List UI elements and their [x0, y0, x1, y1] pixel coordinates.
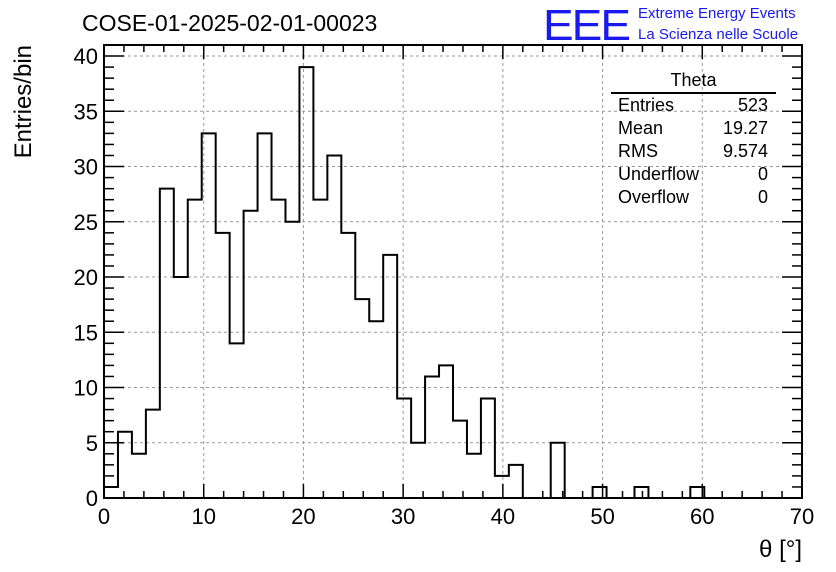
histogram-bin [551, 443, 565, 498]
stats-row-rms: RMS 9.574 [611, 140, 776, 163]
eee-logo-text: Extreme Energy Events La Scienza nelle S… [638, 3, 798, 45]
stats-row-mean: Mean 19.27 [611, 117, 776, 140]
stats-title: Theta [611, 70, 776, 94]
y-axis-label: Entries/bin [10, 45, 37, 158]
histogram-bin [118, 432, 132, 498]
plot-frame [103, 44, 803, 499]
stats-label: Overflow [618, 187, 690, 207]
histogram-bin [230, 343, 244, 498]
histogram-bin [634, 487, 648, 498]
histogram-bin [355, 299, 369, 498]
histogram-bin [467, 454, 481, 498]
stats-row-entries: Entries 523 [611, 94, 776, 117]
histogram-bin [341, 233, 355, 498]
chart-title: COSE-01-2025-02-01-00023 [82, 10, 378, 36]
x-tick-label: 70 [790, 504, 814, 529]
eee-logo-mark: EEE [543, 0, 631, 50]
stats-value: 523 [737, 95, 768, 115]
y-tick-label: 40 [74, 44, 98, 69]
histogram-bin [593, 487, 607, 498]
histogram-bin [439, 365, 453, 498]
histogram-bin [202, 133, 216, 498]
stats-label: Mean [618, 118, 664, 138]
stats-label: RMS [618, 141, 658, 161]
stats-box: Theta Entries 523 Mean 19.27 RMS 9.574 U… [611, 70, 776, 209]
histogram-bin [369, 321, 383, 498]
stats-value: 9.574 [722, 141, 768, 161]
y-tick-label: 5 [86, 431, 98, 456]
x-tick-label: 20 [291, 504, 315, 529]
x-tick-label: 30 [391, 504, 415, 529]
stats-label: Entries [618, 95, 675, 115]
histogram-bin [146, 410, 160, 498]
histogram-bin [272, 200, 286, 498]
histogram-bin [411, 443, 425, 498]
y-tick-label: 30 [74, 155, 98, 180]
stats-label: Underflow [618, 164, 700, 184]
stats-row-overflow: Overflow 0 [611, 186, 776, 209]
x-tick-label: 0 [98, 504, 110, 529]
histogram-bin [216, 233, 230, 498]
histogram-bin [481, 399, 495, 498]
histogram-bin [174, 277, 188, 498]
histogram-bin [104, 487, 118, 498]
histogram-bin [313, 200, 327, 498]
histogram-bin [285, 222, 299, 498]
histogram-bin [258, 133, 272, 498]
histogram-bin [383, 255, 397, 498]
x-axis-label: θ [°] [759, 536, 802, 563]
y-tick-label: 15 [74, 320, 98, 345]
x-tick-label: 50 [590, 504, 614, 529]
stats-value: 19.27 [722, 118, 768, 138]
histogram-bin [160, 189, 174, 498]
eee-logo: EEE Extreme Energy Events La Scienza nel… [543, 0, 798, 50]
histogram-bin [299, 67, 313, 498]
histogram-bin [495, 476, 509, 498]
x-tick-label: 10 [191, 504, 215, 529]
histogram-outline [103, 66, 802, 499]
y-tick-label: 10 [74, 376, 98, 401]
logo-line-1: Extreme Energy Events [638, 5, 796, 22]
histogram-bin [453, 421, 467, 498]
stats-value: 0 [757, 187, 768, 207]
histogram-bin [425, 376, 439, 498]
logo-line-2: La Scienza nelle Scuole [638, 26, 799, 43]
y-tick-label: 0 [86, 486, 98, 511]
y-tick-label: 35 [74, 99, 98, 124]
y-tick-label: 25 [74, 210, 98, 235]
y-tick-label: 20 [74, 265, 98, 290]
histogram-bin [244, 211, 258, 498]
x-tick-label: 60 [690, 504, 714, 529]
histogram-bin [327, 155, 341, 498]
x-tick-label: 40 [491, 504, 515, 529]
histogram-bin [509, 465, 523, 498]
stats-row-underflow: Underflow 0 [611, 163, 776, 186]
stats-value: 0 [757, 164, 768, 184]
histogram-bin [188, 200, 202, 498]
histogram-bin [397, 399, 411, 498]
